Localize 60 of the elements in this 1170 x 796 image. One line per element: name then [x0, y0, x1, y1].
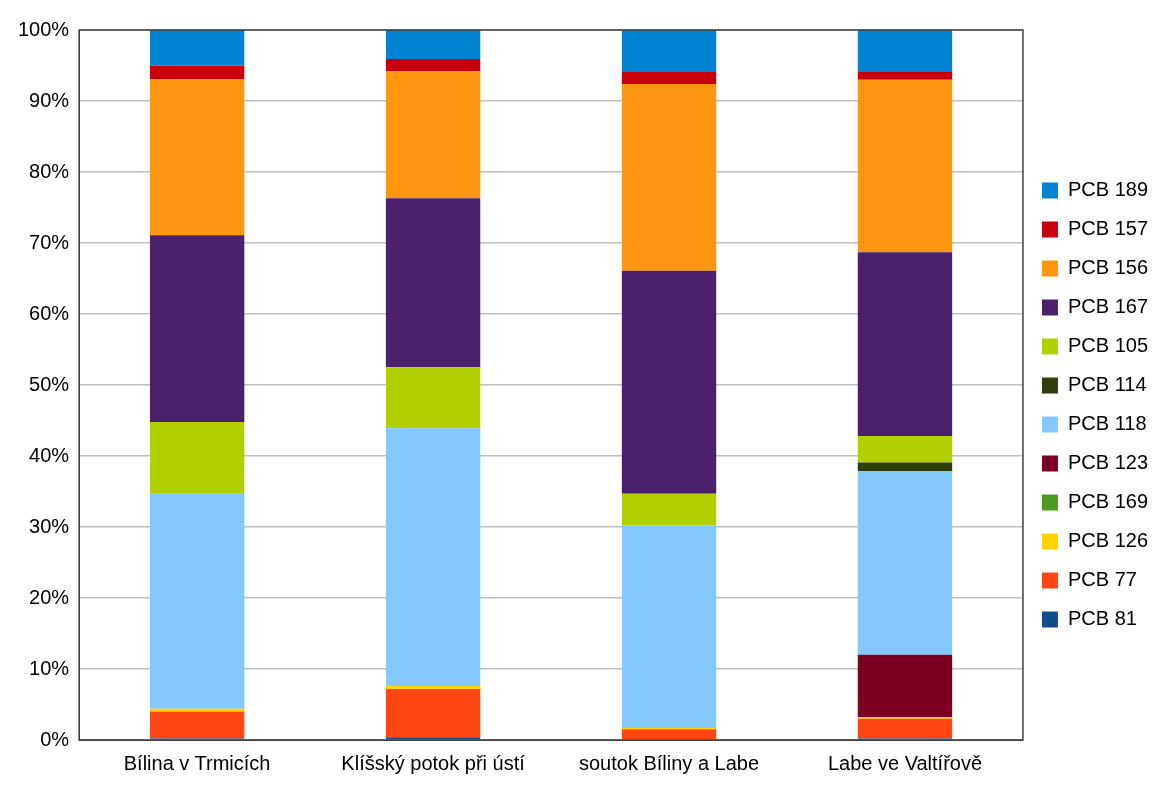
bar — [857, 718, 953, 739]
bar — [621, 83, 717, 271]
bar — [149, 235, 245, 422]
bar — [385, 59, 481, 72]
legend-label: PCB 167 — [1067, 295, 1149, 318]
y-tick-label: 40% — [29, 443, 70, 466]
bar — [857, 79, 953, 253]
y-tick-label: 70% — [29, 230, 70, 253]
bar — [385, 198, 481, 368]
legend-label: PCB 169 — [1067, 490, 1149, 513]
bar — [149, 78, 245, 236]
legend-label: PCB 105 — [1067, 334, 1149, 357]
legend-label: PCB 81 — [1067, 607, 1137, 630]
bar — [149, 711, 245, 739]
bar — [857, 436, 953, 463]
y-tick-label: 50% — [29, 372, 70, 395]
x-tick-label: Klíšský potok při ústí — [341, 751, 526, 774]
x-tick-label: soutok Bíliny a Labe — [578, 751, 760, 774]
legend-label: PCB 126 — [1067, 529, 1149, 552]
bar — [857, 654, 953, 718]
bar — [385, 30, 481, 60]
legend-label: PCB 77 — [1067, 568, 1137, 591]
bar — [149, 421, 245, 494]
bar — [621, 525, 717, 728]
y-tick-label: 20% — [29, 585, 70, 608]
bar — [385, 688, 481, 738]
y-tick-label: 90% — [29, 88, 70, 111]
bar — [621, 71, 717, 84]
legend-label: PCB 157 — [1067, 217, 1149, 240]
bar — [385, 428, 481, 687]
bar — [385, 71, 481, 199]
bar — [621, 30, 717, 72]
legend-label: PCB 123 — [1067, 451, 1149, 474]
bar — [857, 30, 953, 72]
bar — [621, 270, 717, 494]
bar — [385, 737, 481, 740]
legend-label: PCB 118 — [1067, 412, 1147, 435]
bar — [385, 686, 481, 689]
y-tick-label: 100% — [18, 17, 70, 40]
bar — [857, 462, 953, 471]
bar — [621, 493, 717, 526]
y-tick-label: 60% — [29, 301, 70, 324]
bar — [385, 367, 481, 429]
bar — [149, 65, 245, 79]
bar — [857, 71, 953, 80]
bar — [149, 708, 245, 712]
y-tick-label: 80% — [29, 159, 70, 182]
bar — [621, 729, 717, 740]
y-tick-label: 10% — [29, 656, 70, 679]
bar — [149, 30, 245, 66]
legend-label: PCB 114 — [1067, 373, 1147, 396]
x-tick-label: Labe ve Valtířově — [827, 751, 983, 774]
legend-label: PCB 189 — [1067, 178, 1149, 201]
bar — [857, 252, 953, 437]
x-tick-label: Bílina v Trmicích — [123, 751, 271, 774]
legend-label: PCB 156 — [1067, 256, 1149, 279]
y-tick-label: 0% — [40, 727, 70, 750]
bar — [149, 493, 245, 709]
bar — [857, 470, 953, 655]
y-tick-label: 30% — [29, 514, 70, 537]
